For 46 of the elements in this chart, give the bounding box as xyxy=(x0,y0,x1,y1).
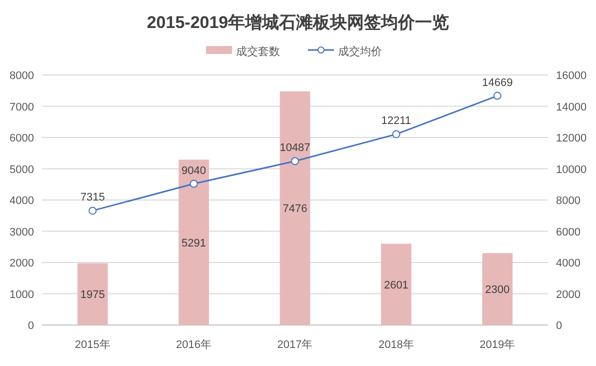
data-label: 7476 xyxy=(282,203,308,216)
point xyxy=(190,180,198,188)
data-label: 9040 xyxy=(182,164,206,177)
y-tick-label: 1000 xyxy=(10,288,34,301)
x-tick-label: 2017年 xyxy=(277,339,313,351)
data-label: 7315 xyxy=(80,192,105,204)
y2-tick-label: 14000 xyxy=(556,101,587,114)
data-label: 5291 xyxy=(182,237,206,250)
data-label: 2300 xyxy=(485,284,510,296)
point xyxy=(493,92,502,100)
data-label: 14669 xyxy=(482,76,513,89)
y2-tick-label: 8000 xyxy=(556,195,580,207)
bar xyxy=(77,263,108,325)
y2-tick-label: 10000 xyxy=(556,164,587,176)
chart-title: 2015-2019年增城石滩板块网签均价一览 xyxy=(146,13,450,32)
y2-tick-label: 6000 xyxy=(556,226,580,238)
point xyxy=(88,206,97,215)
point xyxy=(291,157,299,166)
point xyxy=(392,130,400,138)
y2-tick-label: 4000 xyxy=(556,258,580,270)
y-tick-label: 4000 xyxy=(10,195,34,207)
bar xyxy=(482,253,513,325)
data-label: 10487 xyxy=(280,142,310,154)
data-label: 1975 xyxy=(80,289,105,302)
data-label: 12211 xyxy=(381,115,412,128)
x-tick-label: 2019年 xyxy=(480,339,516,351)
y-tick-label: 7000 xyxy=(10,101,34,114)
x-tick-label: 2016年 xyxy=(176,339,212,351)
y2-tick-label: 16000 xyxy=(556,70,587,82)
y-tick-label: 6000 xyxy=(10,132,34,144)
bar xyxy=(178,160,209,325)
y2-tick-label: 2000 xyxy=(556,288,580,301)
y-tick-label: 5000 xyxy=(10,164,34,176)
data-label: 2601 xyxy=(384,279,408,292)
bar xyxy=(280,91,310,325)
y2-tick-label: 0 xyxy=(556,320,562,332)
x-tick-label: 2015年 xyxy=(74,339,110,351)
legend-label: 成交均价 xyxy=(338,45,382,58)
y-tick-label: 0 xyxy=(28,320,34,332)
y-tick-label: 3000 xyxy=(10,226,34,238)
legend-label: 成交套数 xyxy=(236,45,280,58)
y2-tick-label: 12000 xyxy=(556,132,587,144)
y-tick-label: 2000 xyxy=(10,258,34,270)
bar xyxy=(381,244,412,325)
y-tick-label: 8000 xyxy=(10,70,34,82)
x-tick-label: 2018年 xyxy=(378,339,414,351)
